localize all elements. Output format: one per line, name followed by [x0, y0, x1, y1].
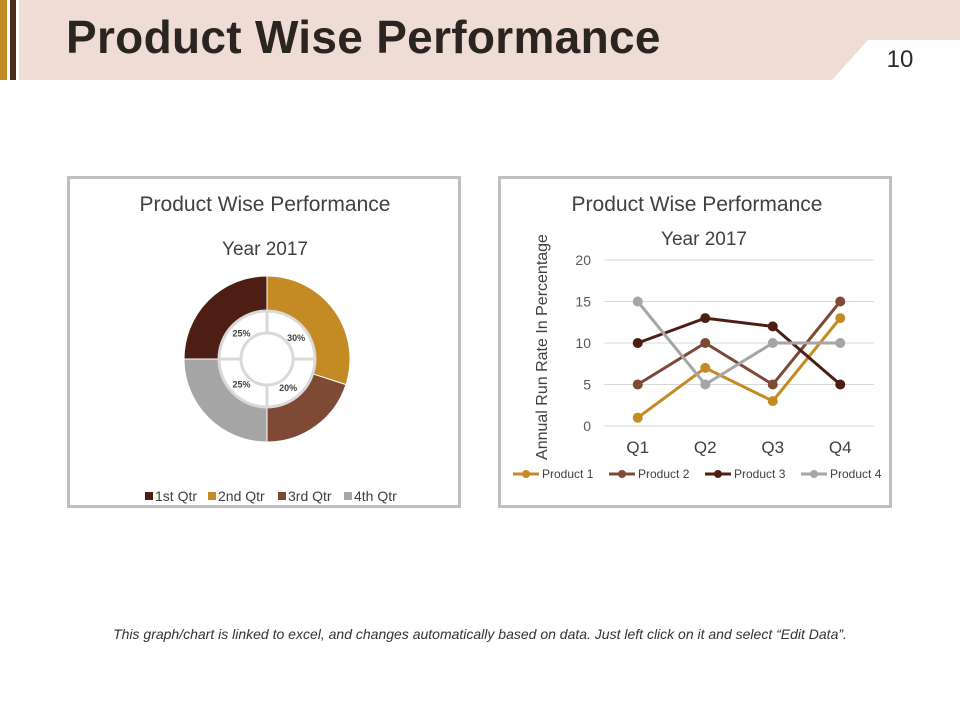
doughnut-center-hole [239, 331, 295, 387]
doughnut-legend-label: 1st Qtr [155, 488, 197, 504]
doughnut-data-label: 20% [279, 383, 297, 393]
line-legend-marker [714, 470, 722, 478]
doughnut-legend-item: 2nd Qtr [208, 488, 265, 504]
line-legend-label: Product 3 [734, 467, 786, 481]
line-chart-legend: Product 1 Product 2 Product 3 Product 4 [513, 467, 882, 481]
line-legend-label: Product 2 [638, 467, 690, 481]
doughnut-legend-label: 3rd Qtr [288, 488, 332, 504]
x-tick-label: Q3 [761, 438, 784, 457]
line-chart-title: Product Wise Performance [572, 193, 823, 216]
x-tick-label: Q2 [694, 438, 717, 457]
data-point-product-2 [632, 379, 643, 390]
header-accent-bar-dark [10, 0, 16, 80]
doughnut-slices [183, 275, 351, 443]
doughnut-slice-labels: 30% 20% 25% 25% [233, 329, 306, 394]
header-accent-bar-gold [0, 0, 7, 80]
data-point-product-3 [767, 321, 778, 332]
doughnut-legend-swatch [208, 492, 216, 500]
doughnut-legend-item: 4th Qtr [344, 488, 397, 504]
data-point-product-3 [700, 313, 711, 324]
line-legend-marker [618, 470, 626, 478]
x-tick-label: Q4 [829, 438, 852, 457]
line-legend-label: Product 1 [542, 467, 594, 481]
doughnut-data-label: 25% [233, 329, 251, 339]
series-product-1 [632, 313, 846, 423]
data-point-product-2 [700, 338, 711, 348]
doughnut-data-label: 30% [287, 333, 305, 343]
page-title: Product Wise Performance [66, 11, 661, 63]
line-chart-panel[interactable]: Product Wise Performance Year 2017 Annua… [498, 176, 892, 508]
footer-note: This graph/chart is linked to excel, and… [113, 626, 847, 642]
line-legend-item: Product 1 [513, 467, 594, 481]
data-point-product-4 [700, 379, 711, 390]
data-point-product-2 [767, 379, 778, 390]
series-line-product-3 [637, 316, 842, 386]
line-chart-x-ticks: Q1 Q2 Q3 Q4 [626, 438, 851, 457]
doughnut-legend-label: 2nd Qtr [218, 488, 265, 504]
doughnut-legend-swatch [145, 492, 153, 500]
doughnut-chart: Product Wise Performance Year 2017 30% 20… [140, 193, 398, 504]
y-tick-label: 0 [583, 418, 591, 434]
y-tick-label: 20 [575, 252, 591, 268]
doughnut-inner-dividers [219, 311, 315, 407]
doughnut-legend: 1st Qtr 2nd Qtr 3rd Qtr 4th Qtr [145, 488, 397, 504]
line-legend-item: Product 2 [609, 467, 690, 481]
data-point-product-3 [632, 338, 643, 348]
line-legend-label: Product 4 [830, 467, 882, 481]
line-chart: Product Wise Performance Year 2017 Annua… [513, 193, 882, 481]
data-point-product-3 [835, 379, 846, 390]
doughnut-data-label: 25% [233, 379, 251, 389]
line-chart-y-axis-label: Annual Run Rate In Percentage [534, 234, 551, 460]
doughnut-chart-subtitle: Year 2017 [222, 239, 308, 260]
header-band [0, 0, 960, 80]
series-line-product-1 [636, 317, 842, 419]
doughnut-legend-item: 1st Qtr [145, 488, 197, 504]
data-point-product-4 [835, 338, 846, 348]
data-point-product-1 [700, 362, 711, 373]
line-chart-y-ticks: 0 5 10 15 20 [575, 252, 591, 434]
doughnut-legend-item: 3rd Qtr [278, 488, 332, 504]
series-product-4 [632, 296, 846, 390]
data-point-product-1 [835, 313, 846, 324]
line-chart-subtitle: Year 2017 [661, 229, 747, 250]
header-title-band [19, 0, 960, 80]
y-tick-label: 15 [575, 294, 591, 310]
doughnut-legend-swatch [344, 492, 352, 500]
line-legend-item: Product 3 [705, 467, 786, 481]
data-point-product-1 [767, 396, 778, 407]
y-tick-label: 10 [575, 335, 591, 351]
line-legend-marker [522, 470, 530, 478]
doughnut-chart-title: Product Wise Performance [140, 193, 391, 216]
data-point-product-2 [835, 296, 846, 307]
data-point-product-4 [632, 296, 643, 307]
data-point-product-1 [632, 412, 643, 423]
x-tick-label: Q1 [626, 438, 649, 457]
doughnut-chart-panel[interactable]: Product Wise Performance Year 2017 30% 20… [67, 176, 461, 508]
doughnut-legend-label: 4th Qtr [354, 488, 397, 504]
series-line-product-4 [636, 300, 841, 387]
doughnut-legend-swatch [278, 492, 286, 500]
y-tick-label: 5 [583, 377, 591, 393]
page-number: 10 [886, 46, 914, 73]
line-legend-marker [810, 470, 818, 478]
series-product-3 [632, 313, 846, 390]
data-point-product-4 [767, 338, 778, 348]
line-chart-series [632, 296, 846, 423]
line-legend-item: Product 4 [801, 467, 882, 481]
